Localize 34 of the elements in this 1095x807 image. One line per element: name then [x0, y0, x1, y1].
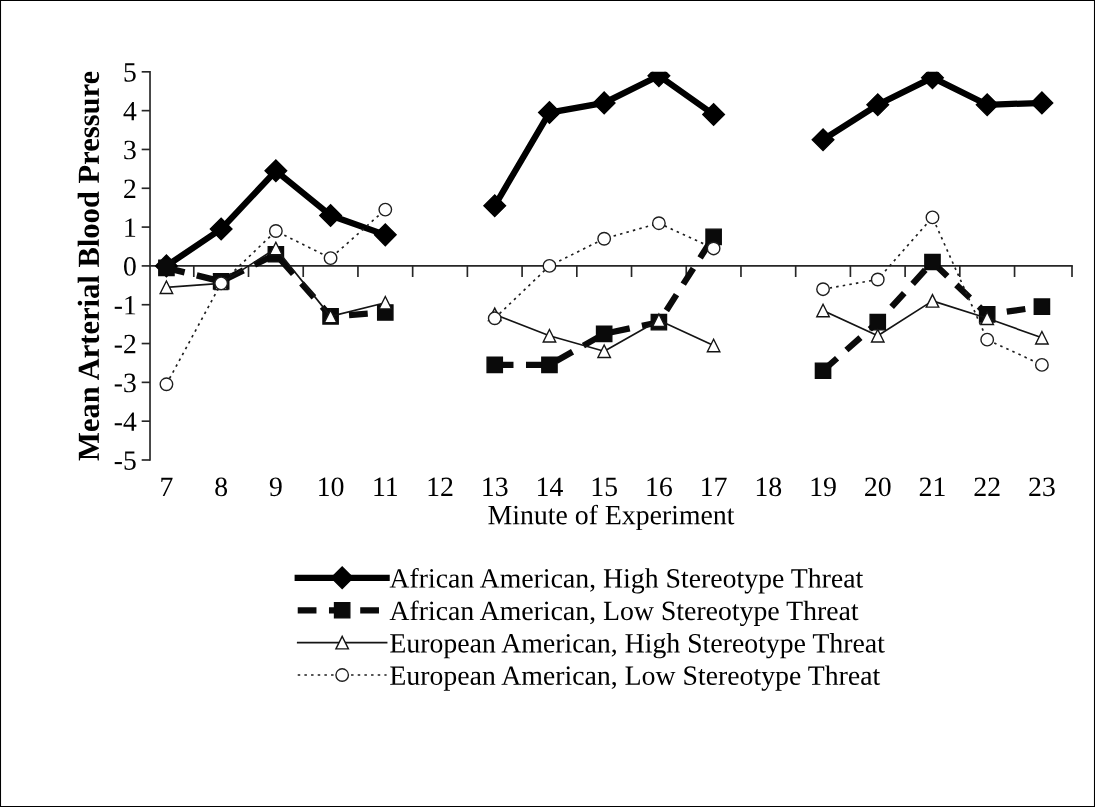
y-axis-title: Mean Arterial Blood Pressure	[77, 71, 100, 461]
x-tick-label: 15	[592, 477, 617, 497]
legend-label: European American, Low Stereotype Threat	[390, 665, 881, 691]
x-tick-label: 16	[647, 477, 672, 497]
x-tick-label: 17	[702, 477, 727, 496]
legend-label: African American, Low Stereotype Threat	[389, 600, 859, 626]
y-tick-label: -2	[114, 334, 136, 354]
x-axis-title: Minute of Experiment	[488, 504, 735, 531]
y-tick-label: -1	[114, 296, 136, 315]
x-tick-label: 22	[974, 477, 1000, 496]
x-tick-label: 21	[919, 477, 945, 496]
x-tick-label: 12	[428, 477, 453, 496]
x-tick-label: 10	[319, 477, 344, 497]
x-tick-label: 7	[161, 477, 173, 496]
x-tick-label: 18	[756, 477, 782, 497]
x-tick-label: 14	[538, 477, 563, 496]
y-tick-label: 2	[124, 179, 136, 198]
x-tick-label: 19	[811, 477, 836, 497]
x-tick-label: 11	[374, 477, 397, 496]
x-tick-label: 13	[483, 477, 508, 497]
legend-label: European American, High Stereotype Threat	[390, 633, 885, 659]
x-tick-label: 8	[215, 477, 228, 497]
y-tick-label: -3	[114, 373, 136, 393]
x-tick-label: 9	[269, 477, 282, 497]
y-tick-label: 3	[124, 140, 136, 160]
y-tick-label: 5	[124, 63, 136, 82]
y-tick-label: 4	[123, 101, 137, 121]
y-tick-label: -4	[114, 412, 137, 431]
x-tick-label: 20	[865, 477, 891, 497]
y-tick-label: 0	[123, 257, 136, 276]
x-tick-label: 23	[1029, 477, 1055, 497]
y-tick-label: -5	[114, 451, 136, 470]
legend-label: African American, High Stereotype Threat	[389, 567, 864, 594]
y-tick-label: 1	[125, 218, 136, 237]
